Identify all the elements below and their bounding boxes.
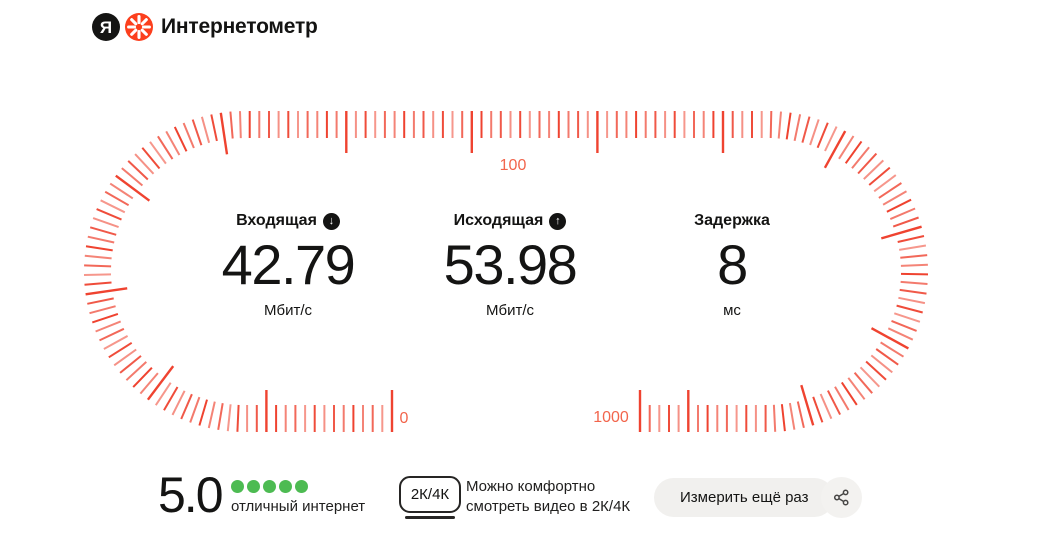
metric-download: Входящая ↓ 42.79 Мбит/с bbox=[177, 212, 399, 319]
rating-score: 5.0 bbox=[158, 467, 224, 523]
header: Я Интернетометр bbox=[92, 13, 318, 41]
speedometer-logo-icon bbox=[125, 13, 153, 41]
arrow-up-circle-icon: ↑ bbox=[549, 212, 567, 230]
screen-stand-line bbox=[405, 516, 455, 519]
download-label-row: Входящая ↓ bbox=[177, 212, 399, 230]
measure-again-button[interactable]: Измерить ещё раз bbox=[654, 478, 835, 517]
gauge-scale-label-1000: 1000 bbox=[593, 409, 629, 426]
download-label: Входящая bbox=[236, 212, 317, 229]
upload-label-row: Исходящая ↑ bbox=[399, 212, 621, 230]
arrow-down-circle-icon: ↓ bbox=[322, 212, 340, 230]
latency-unit: мс bbox=[723, 302, 741, 319]
rating-dot bbox=[295, 480, 308, 493]
rating-dot bbox=[279, 480, 292, 493]
metrics-row: Входящая ↓ 42.79 Мбит/с Исходящая ↑ 53.9… bbox=[177, 212, 843, 319]
share-button[interactable] bbox=[821, 477, 862, 518]
gauge-scale-label-100: 100 bbox=[499, 157, 527, 174]
yandex-ya-icon: Я bbox=[92, 13, 120, 41]
rating-dot bbox=[247, 480, 260, 493]
rating-block: отличный интернет bbox=[231, 480, 365, 515]
quality-description: Можно комфортно смотреть видео в 2К/4К bbox=[466, 477, 630, 517]
upload-value: 53.98 bbox=[443, 233, 578, 296]
quality-badge-2k4k: 2К/4К bbox=[399, 476, 461, 519]
download-unit: Мбит/с bbox=[263, 302, 312, 319]
share-icon bbox=[833, 489, 849, 506]
upload-unit: Мбит/с bbox=[485, 302, 534, 319]
upload-label: Исходящая bbox=[453, 212, 544, 229]
quality-description-line2: смотреть видео в 2К/4К bbox=[466, 498, 631, 515]
rating-dot bbox=[231, 480, 244, 493]
rating-label: отличный интернет bbox=[231, 498, 366, 515]
yandex-logo[interactable]: Я bbox=[92, 13, 153, 41]
screen-badge-icon: 2К/4К bbox=[399, 476, 461, 513]
gauge-scale-label-0: 0 bbox=[399, 410, 409, 427]
page-title: Интернетометр bbox=[161, 15, 318, 38]
rating-dot bbox=[263, 480, 276, 493]
metric-latency: Задержка 8 мс bbox=[621, 212, 843, 319]
latency-value: 8 bbox=[717, 233, 748, 296]
latency-label-row: Задержка bbox=[621, 212, 843, 230]
quality-description-line1: Можно комфортно bbox=[466, 478, 596, 495]
download-value: 42.79 bbox=[221, 233, 356, 296]
latency-label: Задержка bbox=[694, 212, 770, 229]
logo-spokes bbox=[127, 15, 151, 39]
rating-dots bbox=[231, 480, 365, 493]
metric-upload: Исходящая ↑ 53.98 Мбит/с bbox=[399, 212, 621, 319]
